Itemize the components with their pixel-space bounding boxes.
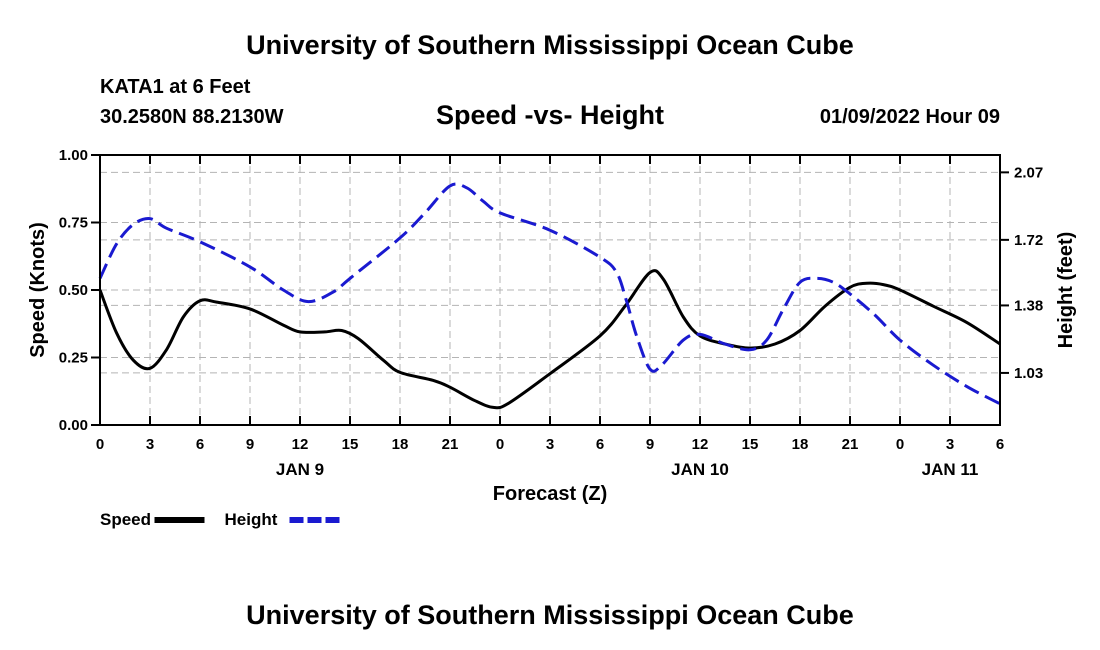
x-tick-label: 3: [946, 436, 954, 453]
x-axis-title: Forecast (Z): [493, 483, 607, 505]
y2-tick-label: 1.72: [1014, 232, 1043, 249]
x-tick-label: 18: [392, 436, 409, 453]
legend-label-speed: Speed: [100, 510, 151, 529]
x-tick-label: 21: [442, 436, 459, 453]
x-tick-label: 12: [692, 436, 709, 453]
axes: 0 3 6 9 12 15 18 21 0 3 6 9 12 15 18 21 0 3 6 JAN 9 JAN 10 JA…: [27, 147, 1077, 505]
chart-title: Speed -vs- Height: [435, 100, 665, 130]
x-tick-label: 3: [546, 436, 554, 453]
y-tick-label: 0.25: [59, 350, 88, 367]
x-tick-label: 15: [742, 436, 759, 453]
x-tick-label: 9: [246, 436, 254, 453]
x-tick-label: 6: [596, 436, 604, 453]
x-date-label: JAN 10: [671, 460, 729, 479]
y-tick-label: 0.50: [59, 282, 88, 299]
x-tick-label: 12: [292, 436, 309, 453]
x-date-label: JAN 9: [276, 460, 324, 479]
x-tick-label: 18: [792, 436, 809, 453]
legend: Speed Height: [100, 510, 340, 529]
y2-tick-label: 2.07: [1014, 164, 1043, 181]
y-tick-label: 1.00: [59, 147, 88, 164]
y-tick-label: 0.75: [59, 215, 88, 232]
legend-label-height: Height: [225, 510, 278, 529]
x-tick-label: 0: [96, 436, 104, 453]
page-title: University of Southern Mississippi Ocean…: [246, 30, 854, 60]
station-label: KATA1 at 6 Feet: [100, 76, 251, 98]
x-tick-label: 0: [496, 436, 504, 453]
y2-axis-title: Height (feet): [1055, 232, 1077, 349]
series-lines: [98, 182, 1001, 410]
y2-tick-label: 1.38: [1014, 297, 1043, 314]
x-tick-label: 6: [196, 436, 204, 453]
x-tick-label: 0: [896, 436, 904, 453]
x-tick-label: 21: [842, 436, 859, 453]
x-date-label: JAN 11: [922, 460, 979, 479]
footer-title: University of Southern Mississippi Ocean…: [246, 600, 854, 630]
series-line-speed: [98, 269, 1001, 410]
y-tick-label: 0.00: [59, 417, 88, 434]
x-tick-label: 9: [646, 436, 654, 453]
grid-lines: [100, 154, 1000, 425]
forecast-date: 01/09/2022 Hour 09: [819, 106, 1000, 128]
y-axis-title: Speed (Knots): [27, 222, 49, 358]
x-tick-label: 3: [146, 436, 154, 453]
x-tick-label: 6: [996, 436, 1004, 453]
y2-tick-label: 1.03: [1014, 365, 1043, 382]
x-tick-label: 15: [342, 436, 359, 453]
station-coordinates: 30.2580N 88.2130W: [100, 106, 284, 128]
series-line-height: [98, 182, 1001, 406]
